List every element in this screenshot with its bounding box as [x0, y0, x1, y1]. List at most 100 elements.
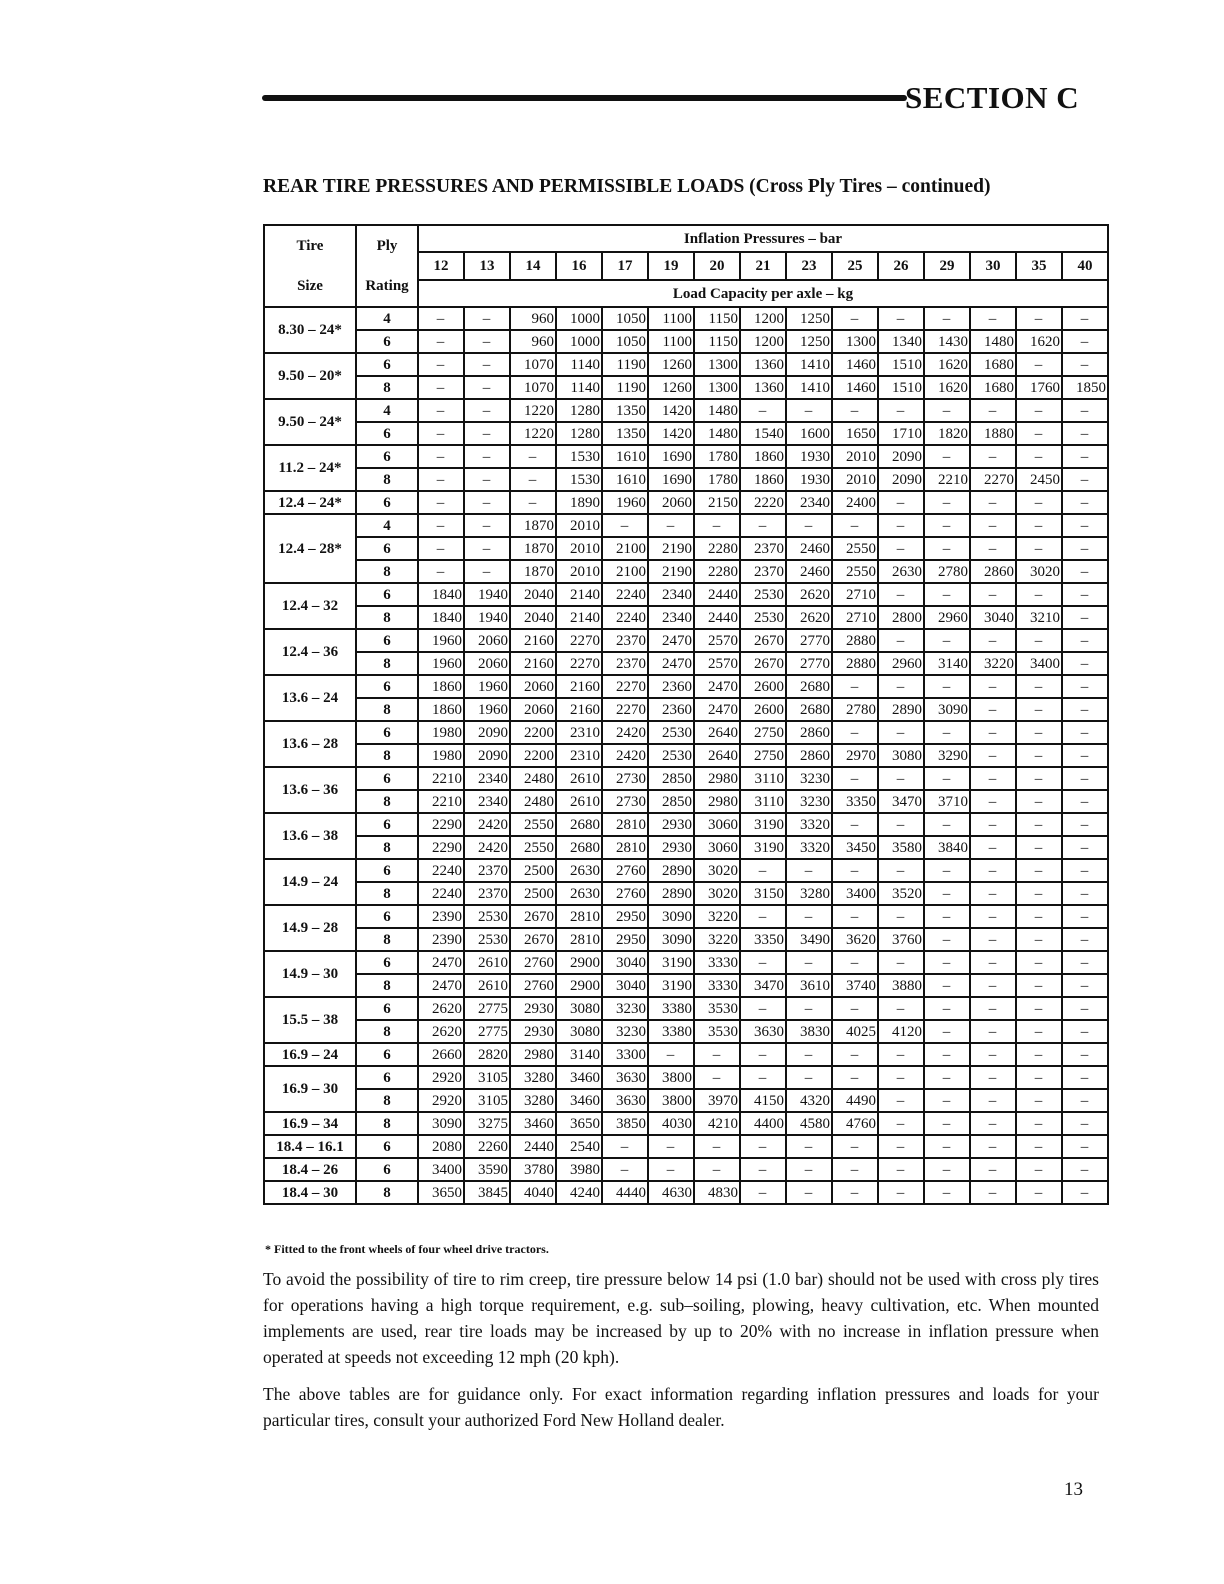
pressure-col-header: 16 — [555, 251, 603, 281]
load-value-cell: 2260 — [463, 1134, 511, 1159]
load-value-cell: 2090 — [463, 743, 511, 768]
load-value-cell: 2620 — [417, 996, 465, 1021]
load-value-cell: 4025 — [831, 1019, 879, 1044]
load-value-cell: 1480 — [693, 421, 741, 446]
load-value-cell: 3380 — [647, 1019, 695, 1044]
load-value-cell: – — [969, 398, 1017, 423]
load-value-cell: 2860 — [969, 559, 1017, 584]
load-value-cell: – — [877, 1065, 925, 1090]
load-value-cell: – — [463, 421, 511, 446]
table-row: 6– –960 1000 1050 1100 1150 1200 1250 1300 1340 14… — [264, 329, 1109, 354]
load-value-cell: – — [463, 306, 511, 331]
load-value-cell: 2370 — [739, 536, 787, 561]
load-value-cell: 1840 — [417, 582, 465, 607]
page-title: REAR TIRE PRESSURES AND PERMISSIBLE LOAD… — [263, 176, 991, 197]
tire-size-cell: 12.4 – 28* — [263, 513, 357, 584]
load-value-cell: – — [785, 1042, 833, 1067]
load-value-cell: – — [1015, 421, 1063, 446]
load-value-cell: 2340 — [647, 582, 695, 607]
load-value-cell: 1250 — [785, 306, 833, 331]
load-value-cell: – — [1061, 490, 1109, 515]
load-value-cell: 1940 — [463, 605, 511, 630]
header-row-inflation: Tire Size Ply Rating Inflation Pressures… — [263, 224, 1109, 308]
load-value-cell: 2340 — [463, 766, 511, 791]
load-value-cell: – — [1061, 605, 1109, 630]
load-value-cell: 3470 — [877, 789, 925, 814]
load-value-cell: 1280 — [555, 398, 603, 423]
load-value-cell: 4760 — [831, 1111, 879, 1136]
table-row: 8 2390 2530 2670 2810 2950 3090 3220 3350 3490 362… — [264, 927, 1109, 952]
load-value-cell: 3490 — [785, 927, 833, 952]
load-value-cell: 4210 — [693, 1111, 741, 1136]
load-value-cell: – — [1015, 536, 1063, 561]
load-value-cell: 1460 — [831, 375, 879, 400]
table-row: 8 1840 1940 2040 2140 2240 2340 2440 2530 2620 271… — [264, 605, 1109, 630]
load-value-cell: 1680 — [969, 352, 1017, 377]
load-value-cell: – — [831, 674, 879, 699]
load-value-cell: – — [923, 1065, 971, 1090]
load-value-cell: 3400 — [417, 1157, 465, 1182]
load-value-cell: 2450 — [1015, 467, 1063, 492]
load-value-cell: 3190 — [739, 835, 787, 860]
load-value-cell: 2420 — [601, 720, 649, 745]
load-value-cell: – — [831, 398, 879, 423]
load-value-cell: – — [1015, 1088, 1063, 1113]
load-value-cell: – — [417, 306, 465, 331]
load-value-cell: 1480 — [693, 398, 741, 423]
load-value-cell: – — [877, 513, 925, 538]
load-value-cell: – — [969, 1019, 1017, 1044]
load-value-cell: – — [923, 1134, 971, 1159]
load-value-cell: 3830 — [785, 1019, 833, 1044]
load-value-cell: 2680 — [785, 674, 833, 699]
load-value-cell: – — [1015, 1157, 1063, 1182]
load-value-cell: – — [831, 306, 879, 331]
tire-size-cell: 18.4 – 26 — [263, 1157, 357, 1182]
load-value-cell: 3060 — [693, 835, 741, 860]
load-value-cell: – — [877, 1134, 925, 1159]
load-value-cell: – — [831, 513, 879, 538]
load-value-cell: 2270 — [969, 467, 1017, 492]
load-value-cell: 2440 — [509, 1134, 557, 1159]
load-value-cell: – — [1015, 904, 1063, 929]
load-value-cell: 2860 — [785, 720, 833, 745]
ply-rating-cell: 8 — [355, 881, 419, 906]
ply-rating-cell: 6 — [355, 329, 419, 354]
load-value-cell: 2610 — [463, 973, 511, 998]
load-value-cell: – — [1061, 536, 1109, 561]
load-value-cell: 1070 — [509, 352, 557, 377]
load-value-cell: – — [509, 490, 557, 515]
load-value-cell: 2010 — [555, 559, 603, 584]
header-tire-label: Tire — [296, 238, 324, 254]
pressure-col-header: 30 — [969, 251, 1017, 281]
load-value-cell: 3230 — [785, 789, 833, 814]
load-value-cell: 2420 — [463, 835, 511, 860]
load-value-cell: – — [739, 950, 787, 975]
load-value-cell: – — [1015, 789, 1063, 814]
load-value-cell: – — [877, 306, 925, 331]
load-value-cell: 2640 — [693, 743, 741, 768]
load-value-cell: 3350 — [739, 927, 787, 952]
load-value-cell: 1930 — [785, 444, 833, 469]
load-value-cell: 2610 — [463, 950, 511, 975]
load-value-cell: – — [647, 1042, 695, 1067]
load-value-cell: – — [1061, 444, 1109, 469]
load-value-cell: 2600 — [739, 674, 787, 699]
load-value-cell: 3230 — [785, 766, 833, 791]
ply-rating-cell: 8 — [355, 789, 419, 814]
load-value-cell: – — [463, 513, 511, 538]
load-value-cell: – — [785, 1065, 833, 1090]
load-value-cell: – — [923, 858, 971, 883]
load-value-cell: 2710 — [831, 582, 879, 607]
load-value-cell: 3400 — [831, 881, 879, 906]
load-value-cell: 3040 — [601, 973, 649, 998]
load-value-cell: 3020 — [693, 881, 741, 906]
load-value-cell: 2100 — [601, 559, 649, 584]
ply-rating-cell: 8 — [355, 1111, 419, 1136]
load-value-cell: 1190 — [601, 352, 649, 377]
load-value-cell: 3220 — [693, 927, 741, 952]
load-value-cell: 1350 — [601, 398, 649, 423]
load-value-cell: 2890 — [877, 697, 925, 722]
load-value-cell: 2620 — [785, 582, 833, 607]
load-value-cell: – — [1061, 628, 1109, 653]
load-value-cell: 3800 — [647, 1065, 695, 1090]
